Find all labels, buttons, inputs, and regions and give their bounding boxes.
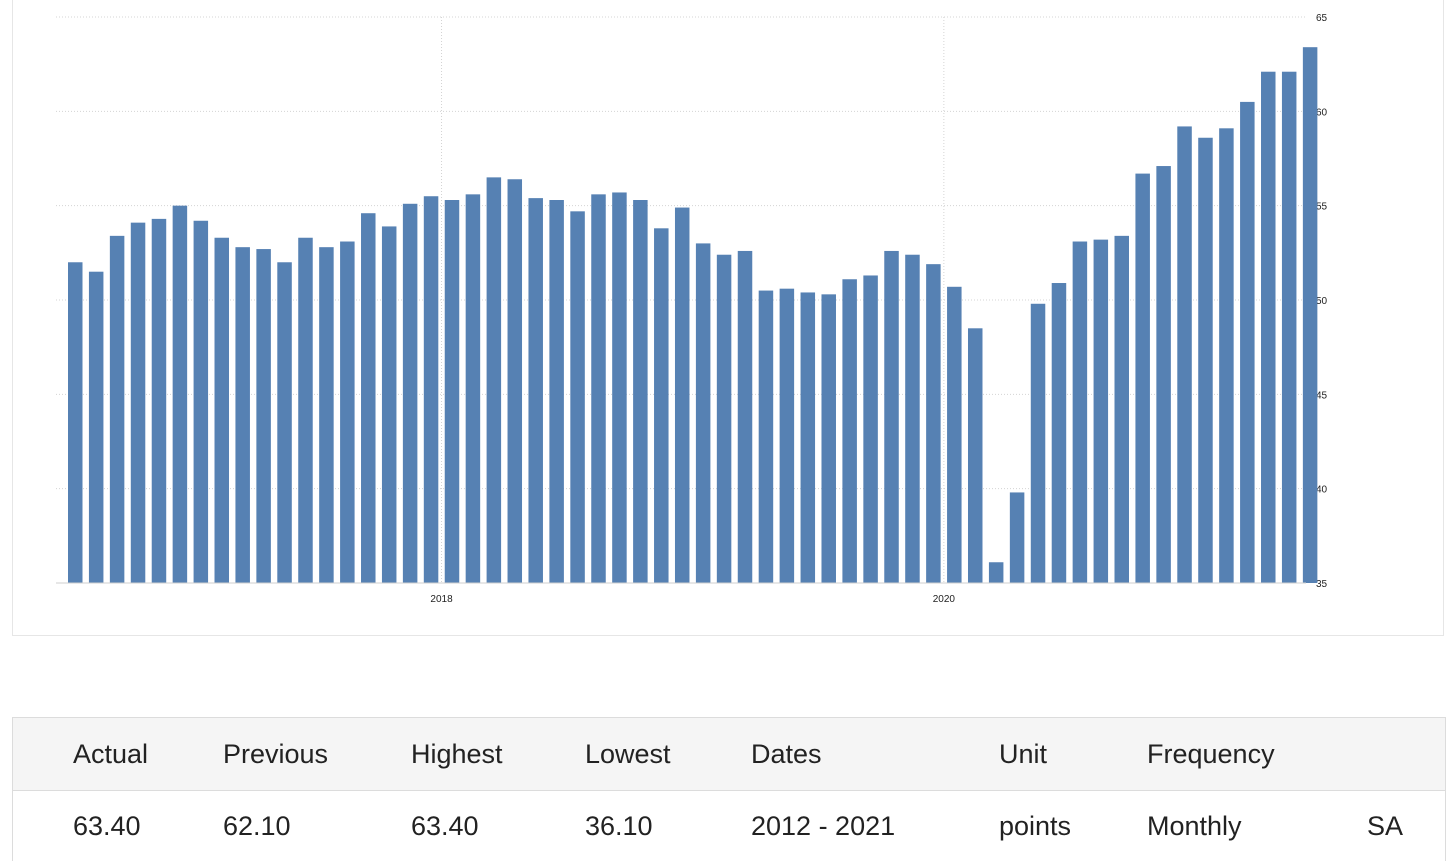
bar [758, 290, 774, 583]
header-frequency: Frequency [1147, 738, 1275, 769]
stats-table: Actual Previous Highest Lowest Dates Uni… [12, 717, 1446, 862]
bar [1009, 492, 1025, 583]
y-tick-label: 55 [1316, 202, 1328, 213]
bar [361, 213, 376, 584]
bar [444, 200, 460, 584]
y-tick-label: 65 [1316, 13, 1328, 24]
bar [1240, 101, 1255, 584]
bar [800, 292, 816, 583]
bar [695, 243, 711, 583]
bar [1093, 239, 1109, 584]
bar [1114, 235, 1129, 583]
header-dates: Dates [751, 738, 822, 769]
bar [988, 562, 1004, 583]
bar [716, 254, 732, 583]
bar [1051, 283, 1067, 583]
value-highest: 63.40 [411, 811, 479, 841]
bar [151, 218, 167, 583]
bar [1261, 71, 1276, 584]
bar [340, 241, 355, 583]
y-tick-label: 60 [1316, 107, 1328, 118]
bar [905, 254, 920, 583]
value-adjustment: SA [1367, 811, 1404, 841]
x-tick-label: 2018 [430, 594, 453, 605]
bar [1177, 126, 1192, 583]
stats-value-row: 63.40 62.10 63.40 36.10 2012 - 2021 poin… [13, 791, 1445, 862]
bar [214, 237, 230, 584]
value-lowest: 36.10 [585, 811, 653, 841]
header-lowest: Lowest [585, 738, 671, 769]
header-previous: Previous [223, 738, 329, 769]
bar [1156, 166, 1171, 583]
bar [528, 198, 543, 583]
y-tick-label: 35 [1316, 579, 1328, 590]
value-dates: 2012 - 2021 [751, 811, 896, 841]
bar [235, 247, 250, 583]
bar [298, 237, 313, 584]
header-unit: Unit [999, 738, 1048, 769]
bar [1072, 241, 1088, 583]
bar [381, 226, 397, 584]
bar [779, 288, 795, 583]
bar [319, 247, 334, 583]
chart-panel: 35 40 45 50 55 60 65 2018 2020 [12, 0, 1444, 636]
bar [1281, 71, 1297, 584]
stats-header-row: Actual Previous Highest Lowest Dates Uni… [13, 718, 1445, 791]
bar [109, 235, 125, 583]
bar [88, 271, 104, 583]
bar [193, 220, 209, 583]
header-highest: Highest [411, 738, 503, 769]
bar [821, 294, 836, 583]
bar [926, 264, 941, 583]
bar [842, 279, 857, 583]
bar [1135, 173, 1150, 584]
bar [612, 192, 627, 583]
bar [423, 196, 439, 583]
bar [486, 177, 502, 583]
bar [1198, 137, 1213, 583]
header-actual: Actual [73, 738, 149, 769]
bar [507, 179, 523, 583]
bar [549, 200, 564, 584]
bar [1219, 128, 1234, 583]
bar [591, 194, 606, 583]
value-previous: 62.10 [223, 811, 291, 841]
bar [884, 250, 899, 584]
bar [737, 250, 753, 584]
bar [277, 262, 292, 583]
bar [570, 211, 585, 583]
value-unit: points [999, 811, 1072, 841]
bar [1030, 303, 1046, 583]
bar [68, 262, 83, 583]
bar [130, 222, 146, 583]
bar [967, 328, 983, 583]
bar [863, 275, 878, 583]
bar [633, 200, 648, 584]
bar [654, 228, 669, 583]
bar-chart: 35 40 45 50 55 60 65 2018 2020 [56, 13, 1328, 605]
y-tick-label: 50 [1316, 296, 1328, 307]
value-frequency: Monthly [1147, 811, 1242, 841]
bar [402, 203, 418, 583]
y-tick-label: 40 [1316, 485, 1328, 496]
bar [465, 194, 481, 583]
x-tick-label: 2020 [933, 594, 956, 605]
bar [674, 207, 690, 583]
bar [1302, 47, 1318, 584]
y-tick-label: 45 [1316, 390, 1328, 401]
bar [256, 249, 271, 583]
value-actual: 63.40 [73, 811, 141, 841]
bar [947, 286, 962, 583]
bar [172, 205, 188, 583]
